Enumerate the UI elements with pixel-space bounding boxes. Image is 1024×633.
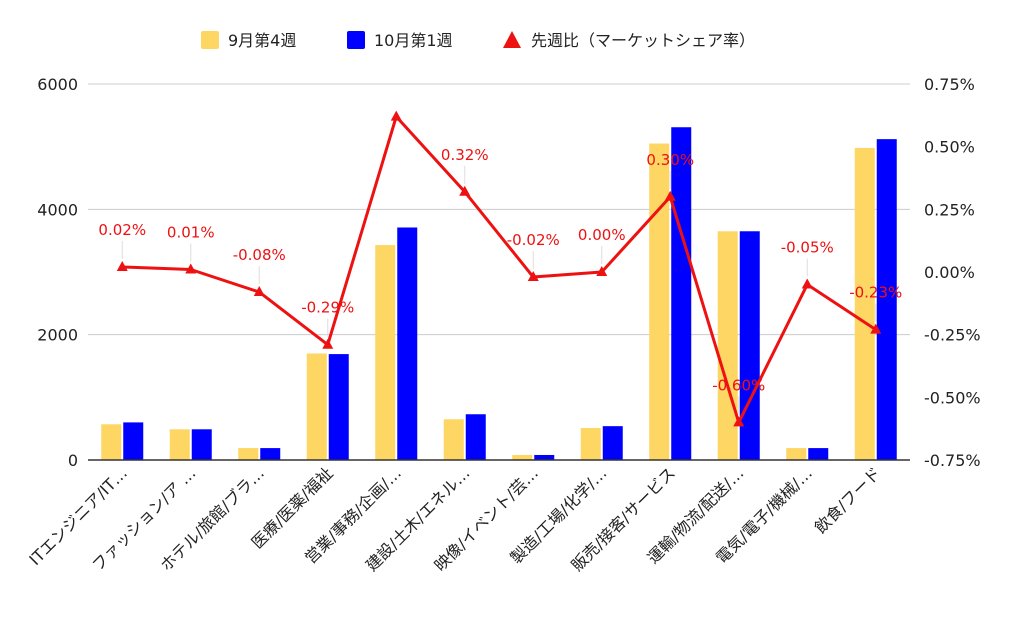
- legend-label: 先週比（マーケットシェア率）: [531, 31, 755, 50]
- data-label: 0.32%: [441, 146, 489, 164]
- data-label: 0.00%: [578, 226, 626, 244]
- data-label: 0.30%: [646, 151, 694, 169]
- data-label: -0.05%: [781, 239, 834, 257]
- line-point: [116, 260, 128, 271]
- line-point: [322, 338, 334, 349]
- bar: [306, 353, 327, 460]
- line-point: [733, 416, 745, 427]
- legend-swatch: [503, 31, 521, 48]
- bar: [443, 419, 464, 460]
- y-right-tick-label: -0.25%: [924, 326, 981, 345]
- bar: [671, 127, 692, 461]
- bar: [191, 429, 212, 460]
- legend-swatch: [347, 31, 365, 49]
- bar: [375, 245, 396, 460]
- line-path: [122, 115, 877, 424]
- bar: [739, 231, 760, 460]
- line-point: [459, 185, 471, 196]
- bar: [101, 424, 122, 460]
- data-label: -0.08%: [233, 246, 286, 264]
- line-series: [116, 110, 882, 427]
- bar-series: [101, 127, 897, 461]
- line-point: [527, 271, 539, 282]
- y-right-tick-label: 0.50%: [924, 138, 975, 157]
- bar: [260, 448, 281, 460]
- data-label: -0.60%: [712, 376, 765, 394]
- line-point: [664, 190, 676, 201]
- data-label: 0.01%: [167, 223, 215, 241]
- legend: 9月第4週 10月第1週 先週比（マーケットシェア率）: [201, 31, 755, 50]
- y-right-tick-label: 0.25%: [924, 200, 975, 219]
- bar: [123, 422, 144, 460]
- y-right-tick-label: 0.75%: [924, 75, 975, 94]
- line-point: [185, 263, 197, 274]
- bar: [238, 448, 259, 460]
- y-left-tick-label: 6000: [37, 75, 78, 94]
- data-label: 0.02%: [98, 221, 146, 239]
- legend-swatch: [201, 31, 219, 49]
- bar: [534, 454, 555, 460]
- bar: [465, 414, 486, 460]
- data-labels: 0.02% 0.01% -0.08% -0.29% 0.32% -0.02% 0.00% 0.…: [98, 146, 902, 415]
- line-point: [870, 323, 882, 334]
- x-axis-labels: ITエンジニア/IT…ファッション/ア …ホテル/旅館/ブラ…医療/医薬/福祉営…: [25, 463, 884, 575]
- data-label: -0.02%: [507, 231, 560, 249]
- y-axis-right: 0.75% 0.50% 0.25% 0.00% -0.25% -0.50% -0.75%: [924, 75, 981, 470]
- legend-label: 10月第1週: [374, 31, 453, 50]
- bar: [602, 426, 623, 460]
- gridlines: [88, 83, 910, 336]
- y-right-tick-label: -0.75%: [924, 451, 981, 470]
- line-point: [390, 110, 402, 121]
- bar: [328, 354, 349, 460]
- bar: [169, 429, 190, 460]
- bar: [512, 454, 533, 460]
- bar: [649, 143, 670, 461]
- y-right-tick-label: 0.00%: [924, 263, 975, 282]
- bar: [854, 147, 875, 461]
- y-right-tick-label: -0.50%: [924, 388, 981, 407]
- bar: [876, 139, 897, 460]
- line-point: [801, 278, 813, 289]
- bar: [580, 428, 601, 460]
- data-label: -0.29%: [301, 299, 354, 317]
- y-axis-left: 0 2000 4000 6000: [37, 75, 78, 470]
- y-left-tick-label: 4000: [37, 200, 78, 219]
- bar: [397, 227, 418, 460]
- legend-label: 9月第4週: [228, 31, 296, 50]
- bar: [808, 448, 829, 460]
- y-left-tick-label: 0: [68, 451, 78, 470]
- data-label: -0.23%: [849, 284, 902, 302]
- x-tick-label: 飲食/フード: [811, 463, 885, 537]
- bar: [786, 448, 807, 460]
- y-left-tick-label: 2000: [37, 326, 78, 345]
- line-point: [596, 266, 608, 276]
- line-point: [253, 286, 265, 297]
